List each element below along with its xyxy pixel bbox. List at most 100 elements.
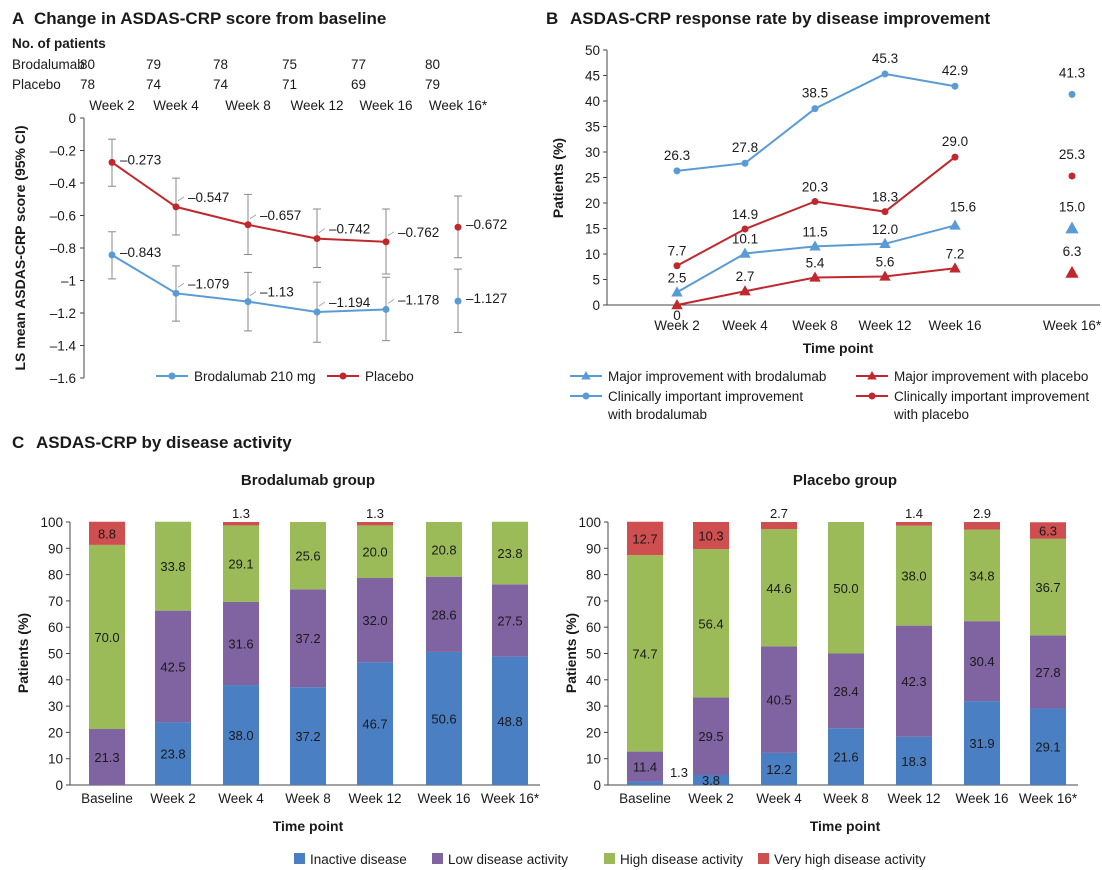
c-bar-label: 23.8	[497, 546, 522, 561]
panel-b-triangle-marker	[949, 262, 961, 273]
panel-b-data-label: 10.1	[732, 231, 758, 246]
c-x-label: Week 16*	[481, 791, 540, 806]
c-bar-segment	[223, 525, 259, 602]
c-bar-label: 44.6	[766, 581, 791, 596]
c-bar-label: 18.3	[901, 754, 926, 769]
panel-a-legend: Brodalumab 210 mg Placebo	[156, 369, 414, 384]
panel-b-circle-marker	[1068, 90, 1076, 98]
c-bar-segment	[964, 529, 1000, 622]
panel-b-data-label: 14.9	[732, 207, 758, 222]
panel-a-y-tick-label: 0	[68, 111, 76, 126]
panel-a: A Change in ASDAS-CRP score from baselin…	[12, 9, 507, 386]
panel-a-x-label: Week 2	[89, 98, 135, 113]
panel-c-legend: Inactive disease Low disease activity High…	[294, 852, 926, 867]
c-x-label: Week 4	[756, 791, 802, 806]
c-bar-segment	[828, 522, 864, 654]
c-bar-label: 27.5	[497, 613, 522, 628]
c-bar-label: 40.5	[766, 693, 791, 708]
panel-b-circle-marker	[673, 262, 681, 270]
c-bar-label: 30.4	[969, 654, 994, 669]
panel-a-point	[454, 223, 462, 231]
panel-b-data-label: 45.3	[872, 51, 898, 66]
panel-b-y-tick-label: 50	[585, 43, 600, 58]
c1-x-title: Time point	[273, 818, 344, 834]
panel-a-point	[382, 238, 390, 246]
brodalumab-stacked-chart: 0 10 20 30 40 50 60 70 80 90 100 Baseline Week 2 Week…	[40, 506, 540, 806]
panel-b-x-label: Week 16	[928, 318, 981, 333]
panel-a-point	[454, 297, 462, 305]
c-bar-label: 70.0	[94, 630, 119, 645]
panel-a-y-title: LS mean ASDAS-CRP score (95% CI)	[12, 125, 28, 370]
panel-b-data-label: 12.0	[872, 222, 898, 237]
c-bar-label: 3.8	[702, 773, 720, 788]
panel-b-data-label: 11.5	[802, 224, 827, 239]
c-bar-label: 12.2	[766, 762, 791, 777]
c-bar-label: 12.7	[632, 531, 657, 546]
panel-b-circle-marker	[881, 208, 889, 216]
patients-count-placebo: 71	[282, 77, 297, 92]
panel-b: B ASDAS-CRP response rate by disease imp…	[546, 9, 1102, 422]
panel-c: C ASDAS-CRP by disease activity Brodalum…	[12, 433, 1078, 867]
c-y-tick-label: 40	[48, 673, 63, 688]
c-y-tick-label: 30	[48, 699, 63, 714]
panel-b-legend-label: Major improvement with placebo	[894, 369, 1088, 384]
legend-placebo-marker	[339, 372, 347, 380]
c-bar-segment	[89, 728, 125, 785]
placebo-group-title: Placebo group	[793, 472, 897, 489]
c-bar-segment	[223, 685, 259, 785]
panel-b-triangle-marker	[809, 271, 821, 282]
c-bar-segment	[896, 625, 932, 737]
panel-b-triangle-marker	[949, 219, 961, 230]
c-bar-label: 50.0	[833, 581, 858, 596]
c-bar-label: 29.1	[1035, 740, 1060, 755]
panel-b-triangle-marker	[809, 240, 821, 251]
panel-b-plot: 2.5 10.1 11.5 12.0 15.6 15.0 26.3 27.8 38.5 45.3 4…	[664, 51, 1085, 323]
panel-a-data-label: –0.657	[260, 208, 301, 223]
panel-a-y-tick-label: –0.2	[50, 144, 76, 159]
c-legend-label: Inactive disease	[310, 852, 407, 867]
panel-a-data-label: –0.273	[120, 152, 161, 167]
c-bar-label: 29.1	[228, 557, 253, 572]
panel-b-data-label: 5.6	[876, 254, 895, 269]
c-x-label: Week 8	[823, 791, 869, 806]
panel-b-circle-marker	[673, 167, 681, 175]
c-bar-segment	[290, 589, 326, 688]
c-bar-segment	[426, 651, 462, 785]
panel-a-y-ticks: 0 –0.2 –0.4 –0.6 –0.8 –1 –1.2 –1.4 –1.6	[50, 111, 84, 386]
panel-b-y-tick-label: 0	[592, 298, 600, 313]
panel-a-leader	[318, 228, 326, 233]
c-bar-segment	[964, 621, 1000, 702]
c-bar-segment	[1030, 522, 1066, 539]
panel-b-circle-marker	[881, 70, 889, 78]
c-bar-label: 38.0	[228, 728, 253, 743]
c-x-label: Week 12	[348, 791, 401, 806]
c-y-tick-label: 90	[48, 541, 63, 556]
panel-b-data-label: 25.3	[1059, 147, 1085, 162]
panel-b-legend-label: Clinically important improvement	[608, 389, 803, 404]
panel-b-legend-circle	[582, 392, 590, 400]
panel-b-triangle-marker	[739, 285, 751, 296]
c-bar-segment	[761, 529, 797, 647]
c-x-label: Week 16	[955, 791, 1008, 806]
c-bar-segment	[357, 522, 393, 526]
panel-b-data-label: 7.2	[946, 246, 965, 261]
panel-a-leader	[177, 196, 185, 202]
panel-a-data-label: –0.742	[329, 222, 370, 237]
c-bar-segment	[357, 578, 393, 663]
c-bar-label: 29.5	[698, 729, 723, 744]
panel-b-y-tick-label: 15	[585, 222, 600, 237]
legend-placebo: Placebo	[365, 369, 414, 384]
c-bar-segment	[426, 576, 462, 652]
panel-a-plot: –0.843 –1.079 –1.13 –1.194 –1.178 –1.127 –0.27…	[108, 138, 507, 343]
c-bar-label: 37.2	[295, 729, 320, 744]
panel-a-y-tick-label: –1.6	[50, 371, 76, 386]
panel-a-x-label: Week 8	[225, 98, 271, 113]
c-bar-segment	[223, 522, 259, 526]
panel-a-point	[244, 298, 252, 306]
panel-b-legend-label: Major improvement with brodalumab	[608, 369, 826, 384]
c-y-tick-label: 60	[48, 620, 63, 635]
panel-b-data-label: 7.7	[668, 244, 687, 259]
c-bar-segment	[492, 656, 528, 785]
panel-a-x-label: Week 12	[290, 98, 343, 113]
